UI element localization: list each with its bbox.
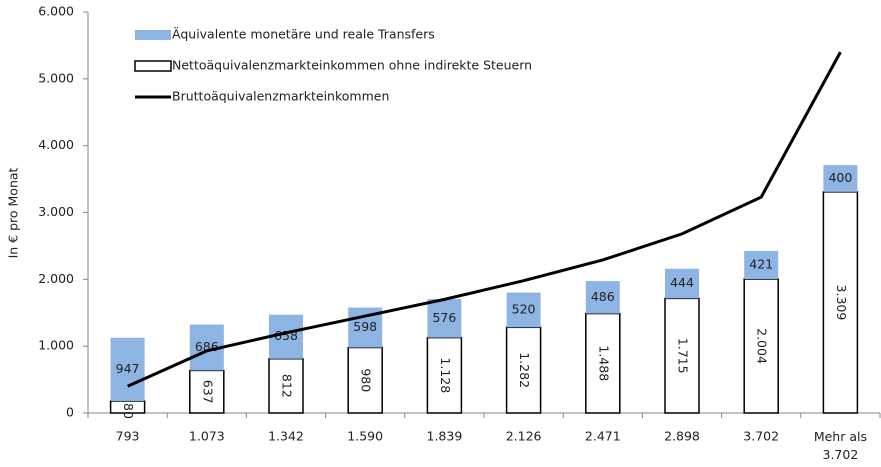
legend-label: Nettoäquivalenzmarkteinkommen ohne indir… [172,58,532,73]
y-axis-label: In € pro Monat [6,167,21,258]
bar [585,312,621,414]
legend-label: Bruttoäquivalenzmarkteinkommen [172,89,389,104]
legend-label: Äquivalente monetäre und reale Transfers [172,27,435,42]
data-label: 1.488 [596,345,611,381]
x-tick-label: Mehr als 3.702 [814,429,867,462]
x-tick-label: 793 [116,429,140,444]
bar [268,357,304,414]
legend-swatch [134,60,172,72]
x-tick-label: 1.839 [427,429,463,444]
data-label: 1.715 [676,338,691,374]
data-label: 980 [359,368,374,392]
legend-swatch [135,30,171,40]
bar [426,336,463,414]
bar [664,297,700,414]
x-tick-label: 2.126 [506,429,542,444]
bar [427,299,462,338]
data-label: 576 [432,310,456,325]
data-label: 520 [512,301,536,316]
data-label: 947 [116,361,140,376]
bar [189,369,225,414]
data-label: 2.004 [755,328,770,364]
bar [823,165,858,192]
data-label: 400 [828,170,852,185]
x-tick-label: 1.590 [347,429,383,444]
data-label: 180 [121,395,136,419]
data-label: 1.128 [438,357,453,393]
y-tick-label: 1.000 [38,338,74,353]
y-tick-label: 0 [66,405,74,420]
bar [743,278,779,414]
data-label: 421 [749,256,773,271]
bar [110,337,145,401]
data-label: 444 [670,275,694,290]
y-tick-label: 5.000 [38,70,74,85]
data-label: 1.282 [517,352,532,388]
line [126,51,842,388]
x-tick-label: 3.702 [743,429,779,444]
data-label: 637 [200,380,215,404]
y-tick-label: 4.000 [38,137,74,152]
x-tick-label: 2.471 [585,429,621,444]
bar [347,346,383,414]
y-tick-label: 3.000 [38,204,74,219]
data-label: 3.309 [834,285,849,321]
x-tick-label: 1.073 [189,429,225,444]
data-label: 812 [280,374,295,398]
bar [744,250,779,280]
data-label: 598 [353,319,377,334]
x-tick-label: 1.342 [268,429,304,444]
y-tick-label: 6.000 [38,4,74,19]
bar [585,281,620,314]
y-tick-label: 2.000 [38,271,74,286]
bar [506,292,541,328]
data-label: 486 [591,289,615,304]
x-tick-label: 2.898 [664,429,700,444]
bar [665,268,699,299]
